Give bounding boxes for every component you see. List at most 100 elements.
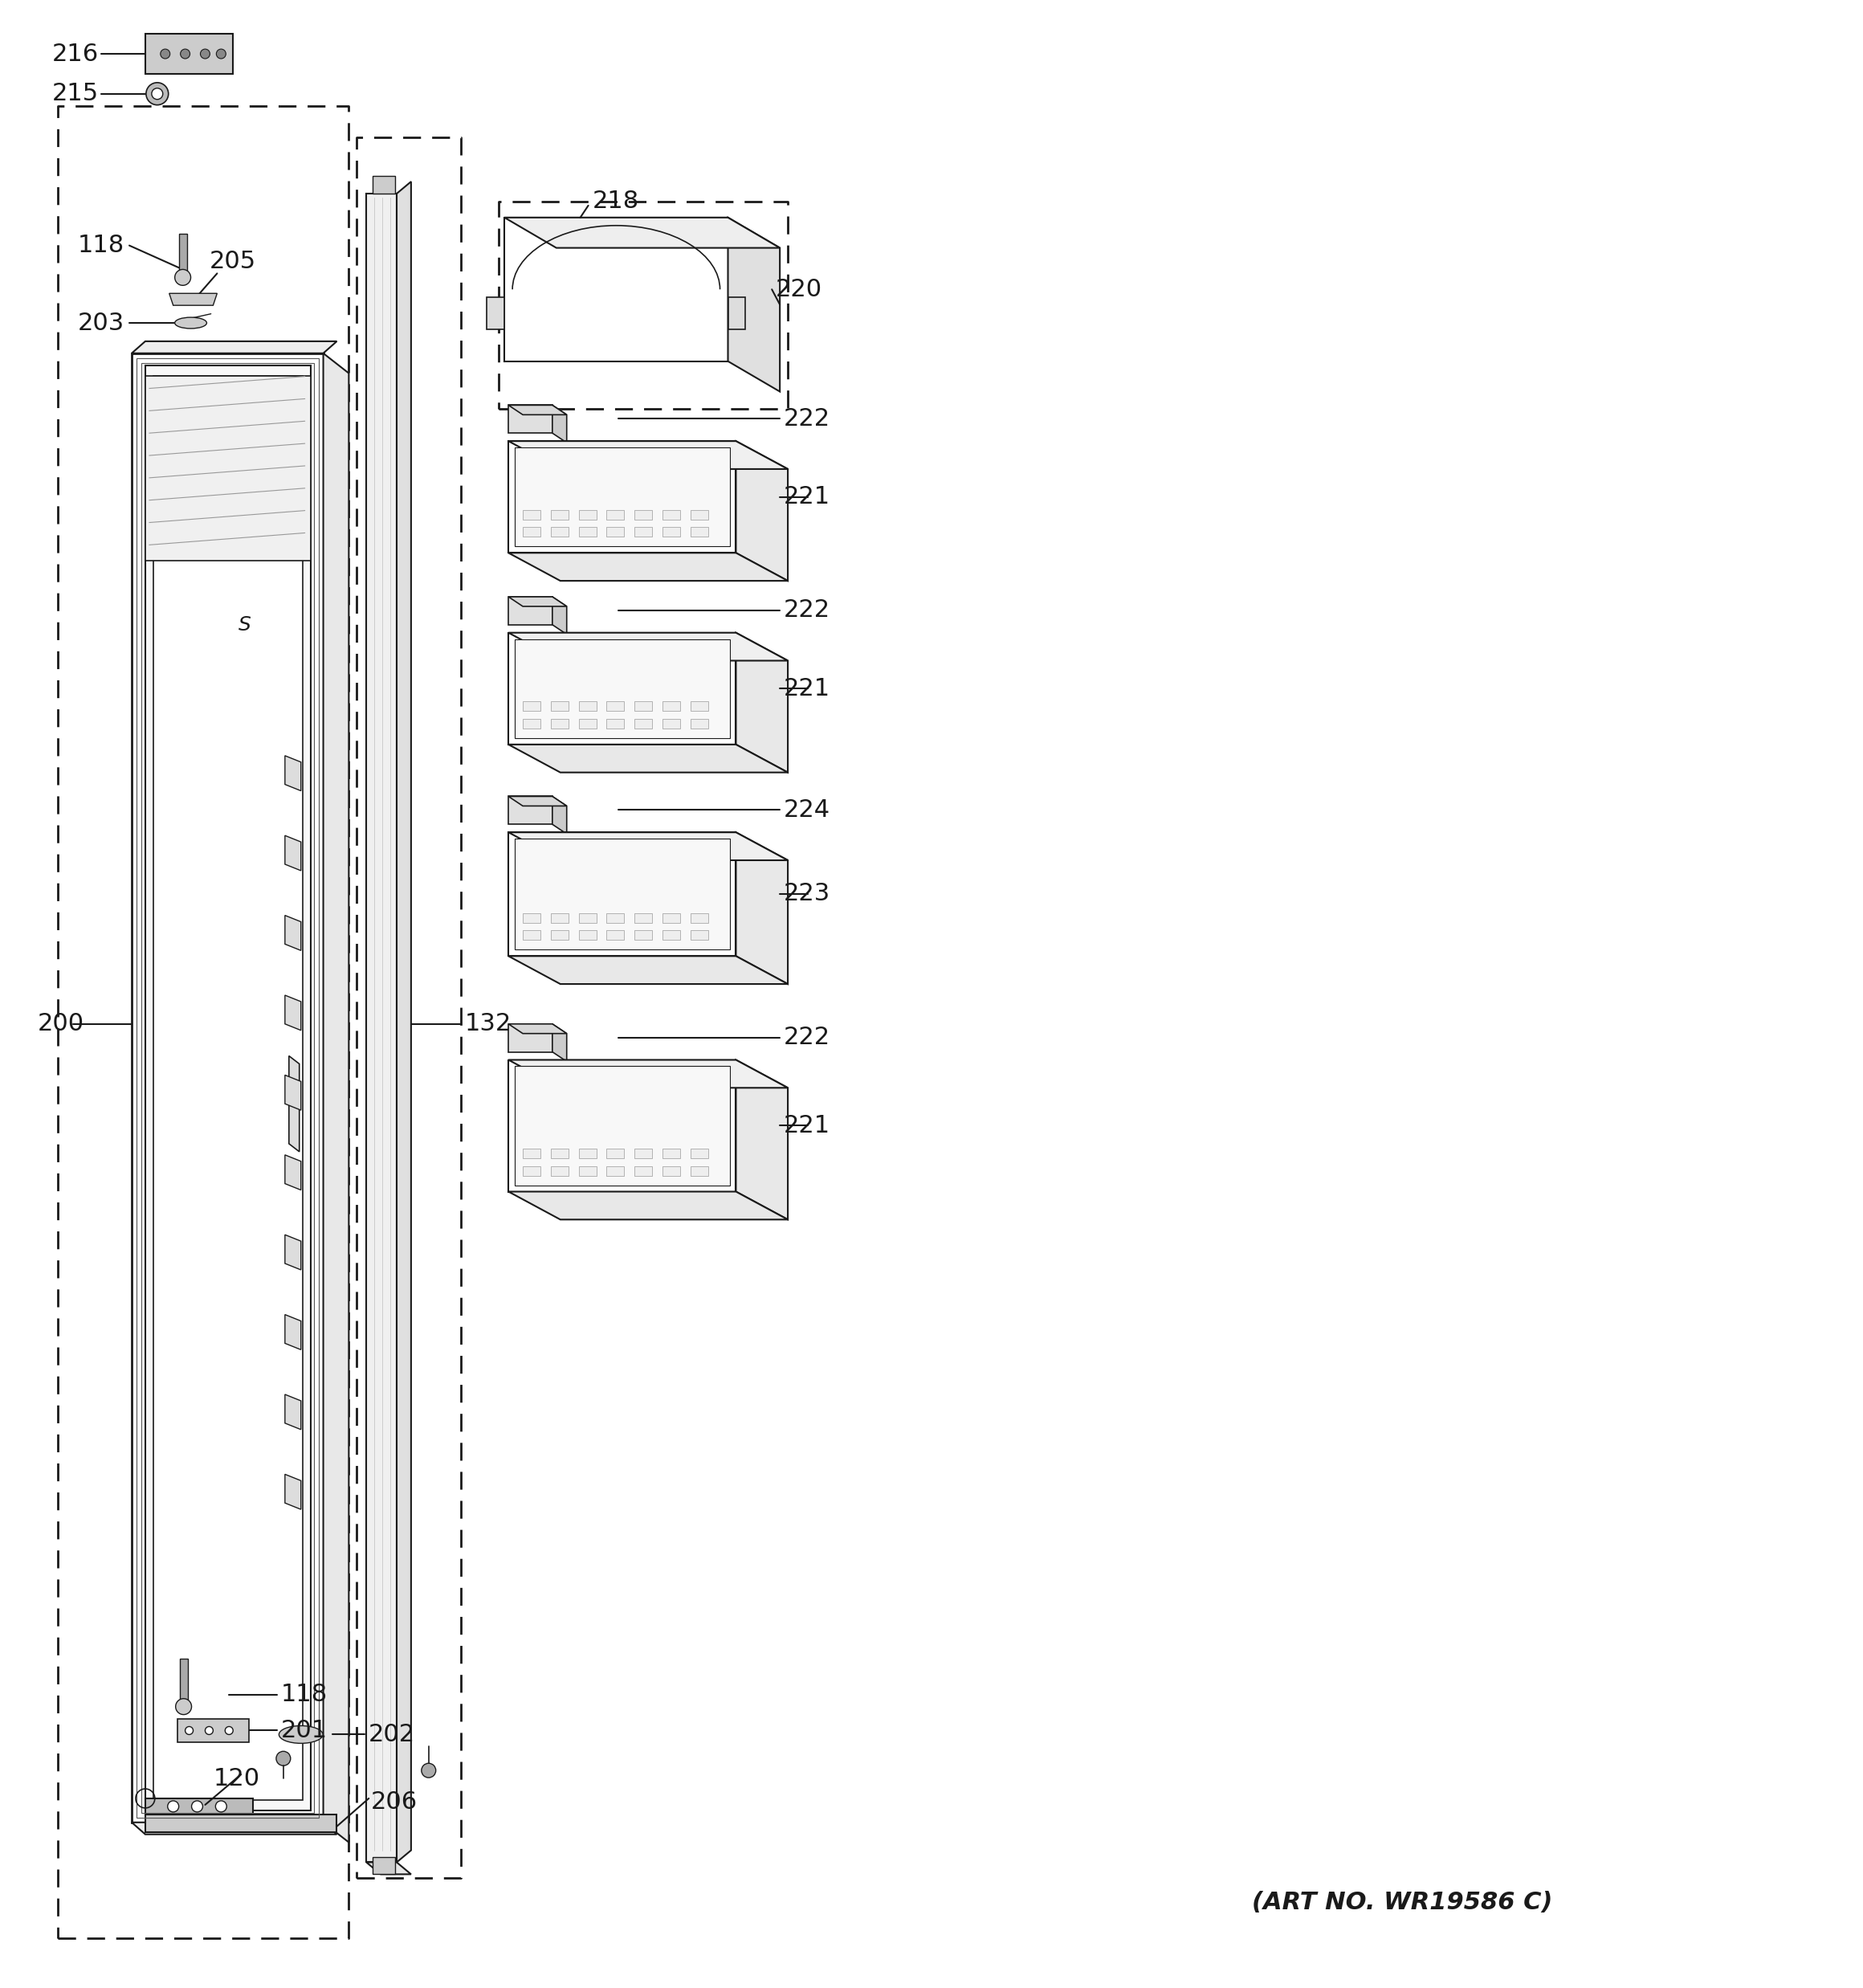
Polygon shape [514, 839, 730, 950]
Text: 222: 222 [784, 598, 831, 622]
Text: 222: 222 [784, 1026, 831, 1050]
Text: 221: 221 [784, 1113, 831, 1137]
Polygon shape [728, 217, 781, 392]
Circle shape [201, 50, 211, 60]
Bar [663, 930, 680, 940]
Bar [551, 930, 568, 940]
Bar [551, 1149, 568, 1159]
Bar [691, 930, 708, 940]
Circle shape [216, 50, 225, 60]
Polygon shape [509, 596, 551, 624]
Bar [663, 509, 680, 519]
Circle shape [216, 1801, 227, 1811]
Polygon shape [514, 638, 730, 738]
Polygon shape [509, 632, 736, 744]
Text: 120: 120 [212, 1767, 259, 1789]
Text: (ART NO. WR19586 C): (ART NO. WR19586 C) [1252, 1891, 1552, 1914]
Text: 202: 202 [369, 1724, 415, 1745]
Polygon shape [367, 1863, 412, 1875]
Bar [579, 509, 596, 519]
Circle shape [225, 1726, 233, 1736]
Polygon shape [509, 1024, 566, 1034]
Text: 203: 203 [78, 312, 125, 334]
Bar [691, 720, 708, 728]
Polygon shape [551, 596, 566, 634]
Polygon shape [145, 1815, 337, 1833]
Text: S: S [238, 614, 252, 634]
Polygon shape [551, 406, 566, 443]
Polygon shape [509, 441, 736, 553]
Bar [635, 527, 652, 537]
Polygon shape [736, 441, 788, 580]
Bar [551, 1167, 568, 1175]
Polygon shape [509, 441, 788, 469]
Bar [607, 930, 624, 940]
Polygon shape [324, 354, 348, 1843]
Polygon shape [509, 833, 736, 956]
Circle shape [192, 1801, 203, 1811]
Bar [579, 702, 596, 712]
Bar [579, 912, 596, 922]
Bar [663, 1167, 680, 1175]
Polygon shape [285, 1394, 302, 1429]
Polygon shape [132, 342, 337, 354]
Polygon shape [509, 1024, 551, 1052]
Bar [691, 527, 708, 537]
Bar [551, 720, 568, 728]
Polygon shape [132, 1823, 337, 1835]
Bar [607, 912, 624, 922]
Text: 118: 118 [281, 1684, 328, 1706]
Polygon shape [509, 833, 788, 861]
Polygon shape [285, 835, 302, 871]
Bar [579, 527, 596, 537]
Polygon shape [509, 1060, 736, 1191]
Polygon shape [285, 914, 302, 950]
Bar [524, 527, 540, 537]
Bar [635, 702, 652, 712]
Bar [579, 1149, 596, 1159]
Polygon shape [509, 632, 788, 660]
Circle shape [421, 1763, 436, 1777]
Bar [373, 177, 395, 193]
Bar [579, 1167, 596, 1175]
Polygon shape [509, 1191, 788, 1219]
Bar [663, 1149, 680, 1159]
Bar [524, 1149, 540, 1159]
Circle shape [276, 1751, 291, 1765]
Polygon shape [509, 406, 551, 433]
Bar [635, 930, 652, 940]
Polygon shape [509, 1060, 788, 1087]
Text: 215: 215 [52, 82, 99, 105]
Polygon shape [736, 632, 788, 773]
Polygon shape [397, 181, 412, 1863]
Bar [524, 702, 540, 712]
Bar [607, 1167, 624, 1175]
Text: 216: 216 [52, 42, 99, 66]
Polygon shape [145, 376, 311, 561]
Text: 220: 220 [775, 278, 823, 300]
FancyArrowPatch shape [179, 314, 211, 320]
Bar [579, 720, 596, 728]
Text: 118: 118 [78, 235, 125, 256]
Bar [607, 1149, 624, 1159]
Ellipse shape [279, 1726, 322, 1743]
Bar [691, 1149, 708, 1159]
Bar [607, 527, 624, 537]
Bar [635, 720, 652, 728]
Bar [179, 1658, 188, 1702]
Polygon shape [486, 298, 505, 330]
Polygon shape [505, 217, 781, 248]
Polygon shape [509, 797, 551, 825]
Bar [179, 233, 186, 274]
Polygon shape [509, 553, 788, 580]
Bar [136, 358, 319, 1817]
Polygon shape [509, 596, 566, 606]
Polygon shape [509, 797, 566, 805]
Polygon shape [285, 1475, 302, 1509]
Polygon shape [285, 1076, 302, 1109]
Bar [607, 720, 624, 728]
Polygon shape [145, 366, 311, 1811]
Polygon shape [551, 797, 566, 833]
Bar [663, 702, 680, 712]
Bar [524, 720, 540, 728]
